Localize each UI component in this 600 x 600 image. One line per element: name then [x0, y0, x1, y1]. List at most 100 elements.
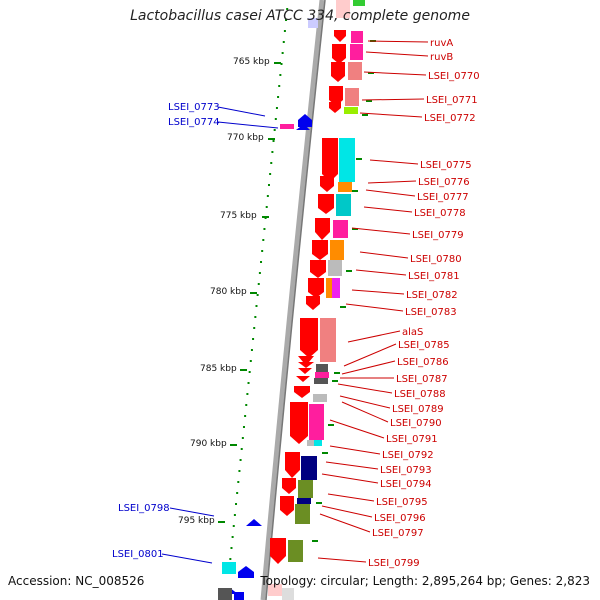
gene-label[interactable]: alaS: [402, 327, 423, 338]
track-dot: [282, 41, 285, 43]
gene-label[interactable]: LSEI_0801: [112, 549, 164, 560]
track-dot: [256, 294, 259, 296]
gene-block: [351, 31, 363, 43]
track-dot: [265, 206, 268, 208]
leader-line: [319, 513, 371, 533]
kbp-label: 790 kbp: [190, 439, 227, 449]
gene-label[interactable]: LSEI_0772: [424, 113, 476, 124]
gene-arrow: [238, 566, 254, 578]
gene-block: [297, 498, 311, 504]
kbp-tick: [218, 521, 225, 523]
gene-label[interactable]: LSEI_0797: [372, 528, 424, 539]
gene-label[interactable]: LSEI_0781: [408, 271, 460, 282]
left-leader-lines: [161, 106, 279, 564]
gene-label[interactable]: ruvA: [430, 38, 453, 49]
kbp-tick: [268, 138, 275, 140]
gene-block: [298, 480, 313, 498]
gene-label[interactable]: LSEI_0776: [418, 177, 470, 188]
track-dot: [254, 316, 257, 318]
track-dot: [244, 415, 247, 417]
track-dot: [233, 514, 236, 516]
right-tick: [328, 424, 334, 426]
gene-block: [320, 318, 336, 362]
gene-block: [315, 372, 329, 378]
gene-label[interactable]: LSEI_0787: [396, 374, 448, 385]
gene-label[interactable]: LSEI_0796: [374, 513, 426, 524]
gene-label[interactable]: LSEI_0774: [168, 117, 220, 128]
gene-block: [222, 562, 236, 574]
kbp-label: 780 kbp: [210, 287, 247, 297]
gene-block: [353, 0, 365, 6]
kbp-tick: [274, 62, 281, 64]
gene-label[interactable]: LSEI_0795: [376, 497, 428, 508]
right-leader-lines: [317, 40, 429, 563]
track-dot: [257, 283, 260, 285]
gene-arrow: [332, 44, 346, 64]
track-dot: [238, 470, 241, 472]
gene-arrow: [315, 218, 330, 240]
gene-arrow: [298, 356, 314, 362]
track-dot: [230, 547, 233, 549]
track-dot: [240, 448, 243, 450]
gene-label[interactable]: LSEI_0773: [168, 102, 220, 113]
track-dot: [277, 96, 280, 98]
gene-label[interactable]: LSEI_0788: [394, 389, 446, 400]
track-dot: [241, 437, 244, 439]
accession-text: Accession: NC_008526: [8, 574, 145, 588]
gene-arrow: [300, 318, 318, 358]
gene-arrow: [318, 194, 334, 214]
gene-block: [268, 584, 282, 596]
gene-block: [314, 440, 322, 446]
kbp-tick: [262, 216, 269, 218]
gene-block: [282, 588, 294, 600]
gene-label[interactable]: LSEI_0782: [406, 290, 458, 301]
kbp-label: 785 kbp: [200, 364, 237, 374]
gene-label[interactable]: LSEI_0783: [405, 307, 457, 318]
gene-block: [350, 44, 363, 60]
right-tick: [312, 540, 318, 542]
gene-arrow: [322, 138, 338, 182]
track-dot: [283, 30, 286, 32]
leader-line: [325, 461, 379, 470]
leader-line: [321, 505, 373, 518]
gene-label[interactable]: LSEI_0771: [426, 95, 478, 106]
track-dot: [281, 52, 284, 54]
leader-line: [169, 507, 215, 517]
gene-label[interactable]: LSEI_0793: [380, 465, 432, 476]
kbp-tick: [250, 292, 257, 294]
gene-block: [333, 220, 348, 238]
gene-label[interactable]: LSEI_0799: [368, 558, 420, 569]
gene-label[interactable]: LSEI_0770: [428, 71, 480, 82]
gene-arrow: [296, 376, 310, 382]
gene-label[interactable]: LSEI_0790: [390, 418, 442, 429]
kbp-tick: [240, 369, 247, 371]
gene-block: [309, 404, 324, 440]
gene-label[interactable]: LSEI_0798: [118, 503, 170, 514]
gene-block: [328, 260, 342, 276]
gene-label[interactable]: LSEI_0777: [417, 192, 469, 203]
gene-arrow: [308, 278, 324, 298]
gene-label[interactable]: LSEI_0791: [386, 434, 438, 445]
track-dot: [231, 536, 234, 538]
gene-label[interactable]: LSEI_0779: [412, 230, 464, 241]
gene-label[interactable]: ruvB: [430, 52, 453, 63]
gene-block: [314, 378, 328, 384]
kbp-tick: [230, 444, 237, 446]
leader-line: [341, 360, 396, 375]
gene-label[interactable]: LSEI_0775: [420, 160, 472, 171]
gene-label[interactable]: LSEI_0778: [414, 208, 466, 219]
track-dot: [242, 426, 245, 428]
gene-label[interactable]: LSEI_0785: [398, 340, 450, 351]
gene-block: [295, 504, 310, 524]
leader-line: [355, 269, 407, 276]
gene-label[interactable]: LSEI_0792: [382, 450, 434, 461]
gene-label[interactable]: LSEI_0789: [392, 404, 444, 415]
gene-label[interactable]: LSEI_0794: [380, 479, 432, 490]
leader-line: [321, 473, 379, 484]
leader-line: [351, 289, 405, 295]
leader-line: [367, 40, 429, 43]
gene-label[interactable]: LSEI_0780: [410, 254, 462, 265]
track-dot: [267, 184, 270, 186]
gene-label[interactable]: LSEI_0786: [397, 357, 449, 368]
track-dot: [250, 349, 253, 351]
